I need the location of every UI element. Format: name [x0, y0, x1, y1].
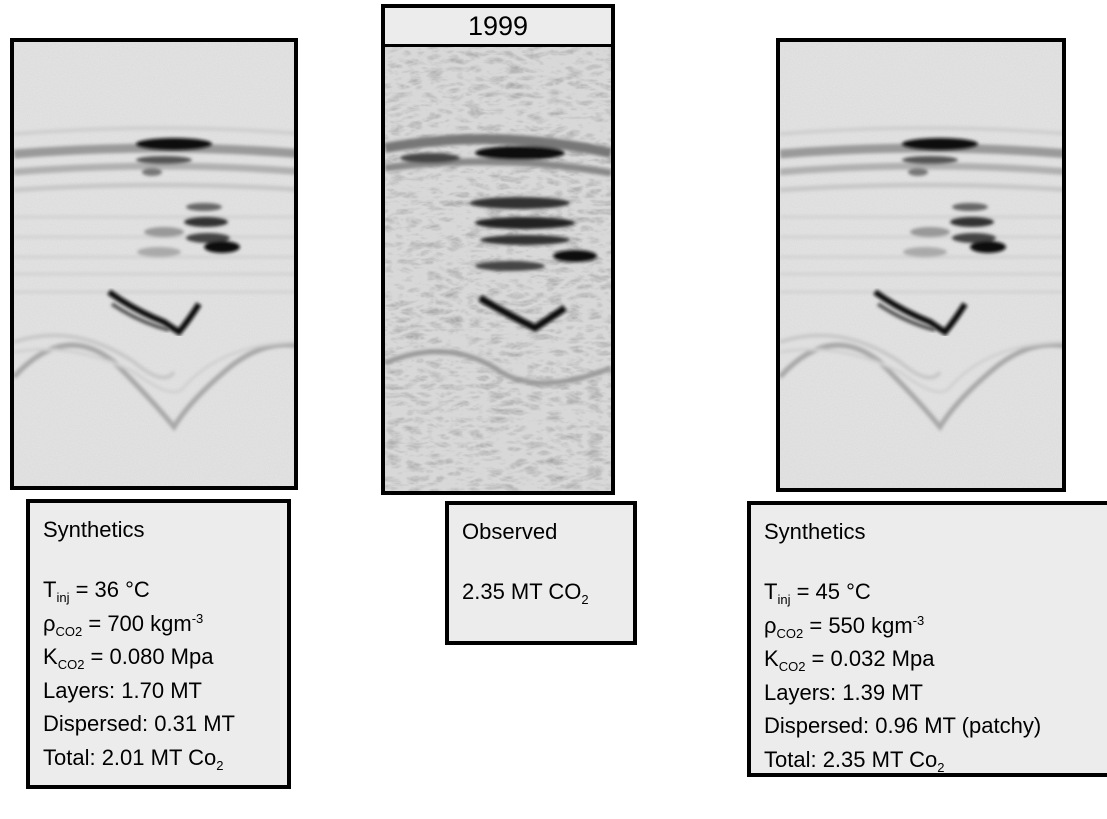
caption-line: 2.35 MT CO2: [462, 575, 633, 609]
caption-text: 2: [581, 592, 589, 607]
caption-line: Total: 2.35 MT Co2: [764, 743, 1107, 777]
caption-text: ρ: [43, 610, 56, 636]
caption-text: K: [43, 644, 58, 669]
caption-text: = 45 °C: [790, 579, 871, 604]
caption-text: -3: [912, 612, 925, 628]
caption-text: inj: [777, 592, 791, 607]
caption-text: Layers: 1.70 MT: [43, 677, 202, 703]
caption-line: Total: 2.01 MT Co2: [43, 741, 287, 775]
caption-text: CO2: [778, 659, 806, 674]
caption-line: Layers: 1.70 MT: [43, 674, 287, 708]
caption-line: KCO2 = 0.032 Mpa: [764, 642, 1107, 676]
caption-line: ρCO2 = 700 kgm-3: [43, 607, 287, 641]
caption-text: T: [764, 579, 778, 604]
caption-text: 2.35 MT CO: [462, 579, 582, 604]
caption-box: Synthetics Tinj = 36 °C ρCO2 = 700 kgm-3 KC…: [26, 499, 291, 789]
caption-line: Dispersed: 0.31 MT: [43, 707, 287, 741]
caption-line: Tinj = 36 °C: [43, 573, 287, 607]
caption-text: ρ: [764, 612, 777, 638]
caption-text: Dispersed: 0.31 MT: [43, 711, 235, 736]
caption-line: ρCO2 = 550 kgm-3: [764, 609, 1107, 643]
caption-line: KCO2 = 0.080 Mpa: [43, 640, 287, 674]
caption-line: Dispersed: 0.96 MT (patchy): [764, 709, 1107, 743]
seismic-section: [385, 8, 611, 491]
caption-text: CO2: [776, 625, 804, 641]
caption-text: = 0.080 Mpa: [84, 644, 214, 669]
caption-text: 2: [937, 759, 945, 775]
caption-text: CO2: [57, 657, 85, 672]
seismic-section: [14, 42, 294, 486]
seismic-section: [780, 42, 1062, 488]
caption-text: CO2: [55, 623, 83, 639]
caption-title: Synthetics: [764, 519, 866, 544]
caption-text: Layers: 1.39 MT: [764, 679, 923, 705]
caption-text: K: [764, 646, 779, 671]
observed-image: 1999: [381, 4, 615, 495]
caption-text: Total: 2.35 MT Co: [764, 746, 938, 772]
caption-box: Observed 2.35 MT CO2: [445, 501, 637, 645]
caption-text: Total: 2.01 MT Co: [43, 744, 217, 770]
synthetic-image: [10, 38, 298, 490]
caption-text: inj: [56, 590, 70, 605]
caption-text: = 700 kgm: [82, 610, 192, 636]
caption-title: Observed: [462, 519, 558, 544]
caption-line: Tinj = 45 °C: [764, 575, 1107, 609]
caption-title: Synthetics: [43, 517, 145, 542]
caption-text: 2: [216, 757, 224, 773]
caption-text: = 36 °C: [69, 577, 150, 602]
caption-text: -3: [191, 610, 204, 626]
caption-text: Dispersed: 0.96 MT (patchy): [764, 713, 1042, 738]
caption-text: = 550 kgm: [803, 612, 913, 638]
caption-text: = 0.032 Mpa: [805, 646, 935, 671]
caption-line: Layers: 1.39 MT: [764, 676, 1107, 710]
caption-text: T: [43, 577, 57, 602]
year-label: 1999: [385, 8, 611, 47]
synthetic-image: [776, 38, 1066, 492]
caption-box: Synthetics Tinj = 45 °C ρCO2 = 550 kgm-3 KC…: [747, 501, 1107, 777]
